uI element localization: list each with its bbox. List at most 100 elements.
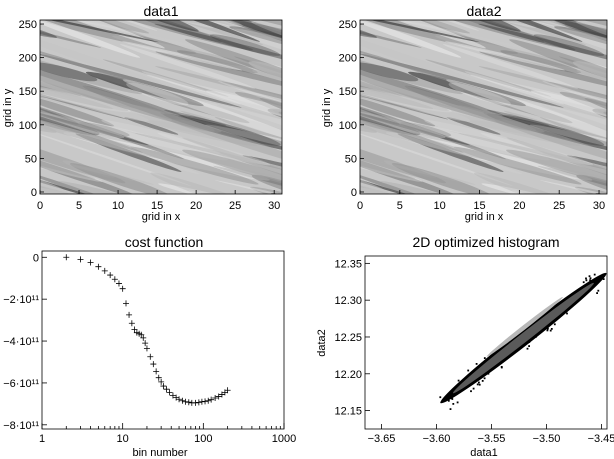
data1-x-axis-label: grid in x (142, 211, 181, 223)
heatmap-streak (40, 86, 149, 122)
data2-x-axis-label: grid in x (465, 211, 504, 223)
p2-x-tick-label: 15 (473, 200, 485, 212)
cost-function-point (95, 263, 102, 270)
panel-cost-function: cost function 1 10 100 1000 0 −2·10¹¹ −4·10¹¹… (3, 234, 296, 459)
p1-x-tick-label: 30 (268, 200, 280, 212)
heatmap-streak (155, 51, 282, 93)
heatmap-streak (446, 117, 501, 135)
panel-data1: data1 0 5 10 15 20 25 30 0 50 100 150 200 250 grid … (2, 3, 283, 223)
p1-x-tick-label: 5 (76, 200, 82, 212)
heatmap-streak (572, 61, 607, 86)
histogram-y-tick-label: 12.20 (334, 369, 362, 381)
p1-x-tick-label: 15 (151, 200, 163, 212)
heatmap-streak (102, 59, 229, 97)
heatmap-streak (124, 117, 179, 135)
heatmap-streak (360, 169, 490, 194)
cost-function-plot-frame (41, 250, 285, 430)
cost-function-point (87, 259, 94, 266)
histogram-plot-frame (364, 255, 608, 430)
heatmap-streak (40, 110, 125, 139)
p2-x-tick-label: 0 (357, 200, 363, 212)
cost-function-x-axis: 1 10 100 1000 (39, 423, 296, 445)
histogram-speckle (588, 275, 591, 278)
heatmap-streak (40, 169, 168, 194)
cost-function-point (111, 276, 118, 283)
histogram-speckle (585, 277, 587, 280)
cost-function-point (215, 393, 222, 400)
p2-x-tick-label: 20 (513, 200, 525, 212)
heatmap-streak (360, 147, 464, 194)
histogram-speckle (472, 387, 475, 390)
cost-function-x-tick-label: 10 (117, 433, 129, 445)
p1-y-tick-label: 100 (19, 120, 37, 132)
data2-plot-frame (359, 19, 608, 195)
cost-function-point (198, 398, 205, 405)
heatmap-streak (360, 20, 480, 43)
p1-y-tick-label: 50 (25, 153, 37, 165)
histogram-speckle (547, 327, 549, 330)
histogram-speckle (596, 292, 598, 294)
heatmap-streak (437, 20, 545, 43)
cost-function-point (115, 280, 122, 287)
heatmap-streak (360, 124, 423, 182)
heatmap-streak (506, 149, 607, 191)
heatmap-streak (209, 34, 281, 56)
histogram-x-axis-label: data1 (470, 447, 498, 459)
heatmap-streak (423, 20, 593, 37)
histogram-speckle (585, 279, 588, 282)
cost-function-point (153, 368, 160, 375)
p1-x-tick-label: 0 (37, 200, 43, 212)
cost-function-point (150, 361, 157, 368)
heatmap-streak (120, 44, 256, 89)
p1-x-tick-label: 25 (229, 200, 241, 212)
heatmap-streak (40, 93, 115, 127)
histogram-y-tick-label: 12.30 (334, 295, 362, 307)
heatmap-streak (40, 57, 82, 98)
heatmap-streak (40, 162, 68, 193)
p2-y-tick-label: 250 (339, 19, 357, 31)
heatmap-streak (360, 162, 389, 193)
histogram-y-axis: 12.15 12.20 12.25 12.30 12.35 (334, 258, 370, 418)
data1-title: data1 (143, 3, 178, 19)
heatmap-streak (61, 20, 158, 31)
heatmap-streak (501, 115, 605, 146)
cost-function-point (192, 399, 199, 406)
cost-function-point (185, 399, 192, 406)
heatmap-streak (463, 142, 523, 157)
heatmap-streak (384, 0, 477, 20)
histogram-band-mid (452, 282, 594, 394)
heatmap-streak (40, 62, 98, 82)
cost-function-point (128, 320, 135, 327)
cost-function-point (166, 389, 173, 396)
histogram-x-tick-label: −3.50 (533, 433, 561, 445)
histogram-speckle (478, 381, 480, 384)
heatmap-streak (360, 20, 462, 58)
heatmap-streak (360, 62, 419, 82)
heatmap-streak (552, 28, 607, 63)
histogram-speckle (566, 312, 568, 315)
heatmap-streak (164, 109, 227, 126)
histogram-speckle (553, 323, 556, 326)
cost-function-x-tick-label: 1000 (272, 433, 296, 445)
heatmap-streak (360, 31, 509, 95)
histogram-speckle (483, 357, 486, 359)
p2-y-tick-label: 100 (339, 120, 357, 132)
heatmap-streak (40, 20, 165, 49)
heatmap-streak (79, 20, 264, 46)
heatmap-streak (539, 180, 607, 194)
heatmap-streak (360, 106, 489, 160)
histogram-x-axis: −3.65 −3.60 −3.55 −3.50 −3.45 (368, 424, 614, 445)
heatmap-streak (278, 111, 282, 135)
cost-function-y-axis: 0 −2·10¹¹ −4·10¹¹ −6·10¹¹ −8·10¹¹ (3, 252, 47, 432)
histogram-speckle (546, 329, 549, 332)
cost-function-title: cost function (125, 234, 204, 250)
heatmap-streak (448, 82, 511, 106)
p1-y-tick-label: 200 (19, 53, 37, 65)
histogram-density-band (439, 272, 607, 410)
histogram-speckle (478, 383, 481, 386)
data1-x-axis: 0 5 10 15 20 25 30 (37, 190, 280, 212)
heatmap-streak (40, 49, 141, 85)
heatmap-streak (40, 130, 96, 179)
heatmap-streak (442, 44, 579, 89)
